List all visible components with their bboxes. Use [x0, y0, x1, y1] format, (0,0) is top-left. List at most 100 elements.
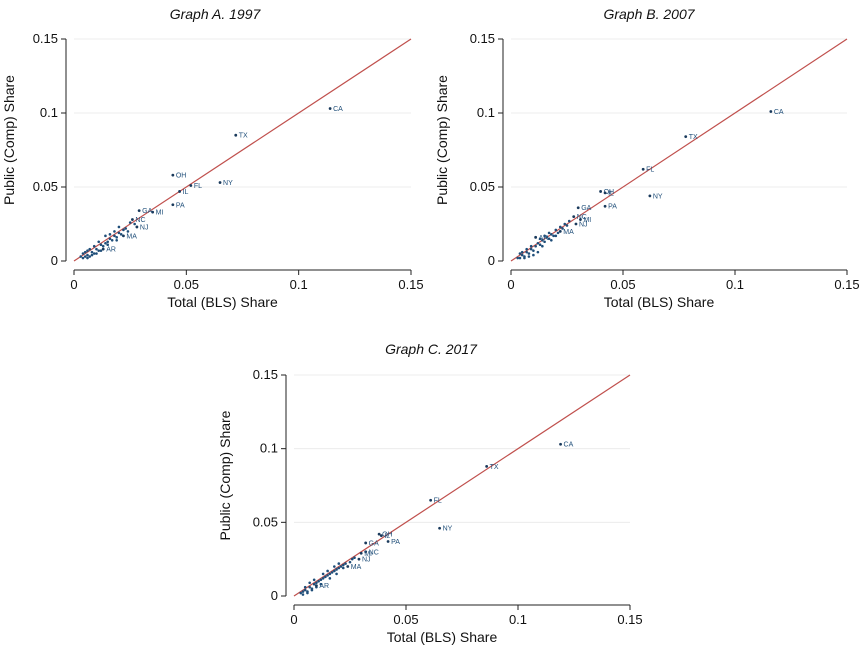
chart-panel-b: Graph B. 2007 0 0 0.05 0.05 0.1 0.1 0.15 0.15 To… — [433, 0, 865, 320]
point-label-oh: OH — [382, 532, 393, 539]
data-point — [308, 585, 311, 589]
y-axis-label: Public (Comp) Share — [217, 410, 233, 540]
data-point — [95, 252, 98, 255]
point-label-mi: MI — [364, 551, 372, 558]
y-tick-label: 0 — [271, 588, 278, 603]
data-point — [529, 247, 533, 251]
point-label-nc: NC — [577, 214, 587, 221]
data-point — [561, 227, 564, 230]
data-point — [567, 219, 571, 223]
point-label-ny: NY — [653, 193, 663, 200]
chart-title: Graph A. 1997 — [169, 6, 261, 22]
data-point — [303, 588, 307, 592]
data-point — [353, 556, 356, 559]
x-tick-label: 0.15 — [398, 277, 423, 292]
data-point — [344, 562, 347, 565]
data-point — [301, 593, 305, 596]
data-point — [315, 581, 318, 585]
data-point — [547, 237, 551, 241]
data-point-ga — [364, 541, 368, 545]
y-tick-label: 0 — [51, 253, 58, 268]
data-point-pa — [171, 203, 175, 207]
data-point-fl — [429, 498, 433, 502]
x-tick-label: 0 — [70, 277, 77, 292]
data-point — [543, 234, 546, 238]
data-point — [104, 234, 107, 238]
x-tick-label: 0.05 — [393, 612, 418, 627]
chart-title: Graph C. 2017 — [385, 341, 477, 357]
data-point — [97, 249, 101, 252]
x-axis-label: Total (BLS) Share — [604, 294, 715, 310]
reference-line — [293, 374, 631, 597]
data-point — [128, 221, 132, 224]
data-point — [341, 563, 345, 567]
point-label-ny: NY — [443, 526, 453, 533]
data-point-oh — [171, 173, 175, 177]
data-point-nc — [131, 218, 134, 221]
data-point — [106, 240, 109, 244]
reference-line — [510, 38, 848, 262]
data-point-nj — [574, 222, 578, 226]
data-point-tx — [684, 135, 688, 139]
x-tick-label: 0 — [290, 612, 297, 627]
data-point-nc — [572, 215, 576, 219]
data-point — [326, 574, 329, 577]
point-label-il: IL — [608, 190, 614, 197]
data-point-il — [178, 190, 181, 193]
data-point-il — [603, 191, 607, 195]
data-point — [115, 236, 118, 239]
data-point — [117, 225, 121, 229]
data-point-fl — [641, 167, 645, 171]
y-tick-label: 0.05 — [253, 514, 278, 529]
data-point — [122, 228, 125, 232]
data-point — [523, 256, 526, 260]
data-point — [124, 227, 127, 230]
y-tick-label: 0.1 — [260, 441, 278, 456]
point-label-ga: GA — [142, 208, 152, 215]
y-tick-label: 0.1 — [477, 105, 495, 120]
data-point — [520, 253, 524, 257]
data-point — [117, 231, 121, 235]
data-point — [545, 236, 549, 239]
data-point — [108, 237, 112, 241]
data-point — [119, 233, 123, 236]
point-label-mi: MI — [156, 210, 164, 217]
data-point — [101, 244, 105, 248]
data-point-oh — [377, 532, 381, 536]
y-axis-label: Public (Comp) Share — [1, 75, 17, 205]
data-point — [350, 557, 354, 561]
data-point — [348, 560, 352, 564]
data-point-nj — [357, 557, 361, 561]
data-point — [550, 238, 553, 242]
point-label-pa: PA — [176, 202, 185, 209]
data-point-il — [379, 534, 383, 537]
point-label-ma: MA — [563, 229, 574, 236]
data-point-oh — [599, 190, 602, 193]
data-point-ma — [346, 565, 350, 568]
point-label-fl: FL — [194, 183, 202, 190]
x-tick-label: 0.1 — [726, 277, 744, 292]
x-axis-label: Total (BLS) Share — [167, 294, 278, 310]
data-point-nc — [364, 550, 368, 554]
data-point — [321, 572, 325, 576]
data-point — [321, 577, 325, 580]
data-point — [113, 230, 116, 233]
point-label-fl: FL — [646, 167, 654, 174]
data-point — [335, 568, 338, 571]
y-tick-label: 0.1 — [40, 105, 58, 120]
data-point — [83, 250, 87, 254]
data-point — [556, 231, 560, 235]
point-label-ar: AR — [319, 583, 329, 590]
data-point — [518, 252, 522, 255]
point-label-ca: CA — [333, 106, 343, 113]
data-point — [525, 250, 528, 254]
point-label-pa: PA — [608, 204, 617, 211]
data-point — [554, 228, 558, 232]
data-point — [97, 240, 101, 244]
data-point-ma — [558, 230, 562, 233]
data-point — [536, 241, 540, 245]
point-label-pa: PA — [391, 539, 400, 546]
data-point-ca — [559, 442, 562, 446]
data-point — [301, 590, 305, 593]
data-point-mi — [579, 218, 582, 221]
